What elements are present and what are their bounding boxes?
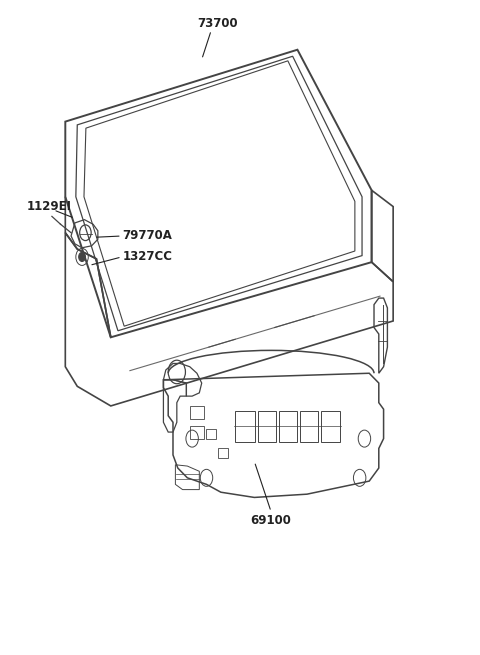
Text: 1129EI: 1129EI (27, 200, 72, 213)
Bar (258, 411, 276, 442)
Bar (190, 426, 204, 439)
Circle shape (79, 252, 85, 261)
Text: 79770A: 79770A (123, 229, 173, 242)
Bar (206, 429, 216, 439)
Bar (235, 411, 255, 442)
Bar (190, 406, 204, 419)
Text: 69100: 69100 (251, 514, 291, 527)
Bar (322, 411, 339, 442)
Text: 1327CC: 1327CC (123, 250, 173, 263)
Bar (300, 411, 319, 442)
Text: 73700: 73700 (197, 17, 238, 30)
Bar (279, 411, 298, 442)
Bar (218, 449, 228, 458)
